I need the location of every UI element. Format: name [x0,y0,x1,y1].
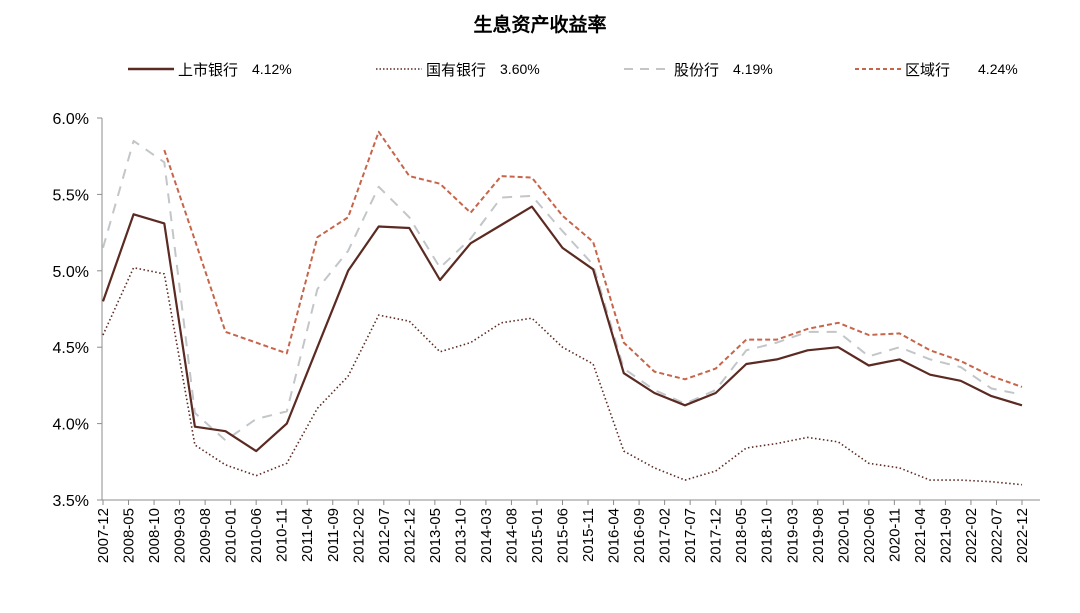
x-tick-label: 2014-03 [478,508,495,563]
y-tick-label: 6.0% [53,111,89,128]
short-dash-line-swatch-icon [855,68,901,70]
legend-item-joint-stock-banks: 股份行 4.19% [624,57,773,81]
legend-item-state-banks: 国有银行 3.60% [376,57,540,81]
x-tick-label: 2012-07 [376,508,393,563]
x-tick-label: 2009-08 [197,508,214,563]
legend-value: 4.19% [733,61,773,77]
state-banks-line [102,266,1023,486]
x-tick-label: 2020-01 [835,508,852,563]
legend-label: 股份行 [674,60,720,79]
x-tick-label: 2018-05 [733,508,750,563]
x-tick-label: 2021-09 [937,508,954,563]
listed-banks-line [101,205,1023,453]
x-tick-label: 2022-12 [1014,508,1031,563]
legend-label: 上市银行 [178,60,239,79]
x-tick-label: 2016-09 [631,508,648,563]
legend-value: 4.12% [252,61,292,77]
y-tick-label: 3.5% [53,493,89,510]
x-tick-label: 2016-04 [606,508,623,563]
x-tick-label: 2009-03 [172,508,189,563]
x-tick-label: 2008-05 [121,508,138,563]
x-tick-label: 2011-04 [299,508,316,562]
x-tick-label: 2015-11 [580,508,597,562]
x-tick-label: 2012-02 [350,508,367,563]
long-dash-line-swatch-icon [624,68,670,70]
x-tick-label: 2008-10 [146,508,163,563]
x-tick-label: 2010-01 [223,508,240,563]
x-tick-label: 2019-03 [784,508,801,563]
legend-item-regional-banks: 区域行 4.24% [855,57,1018,81]
y-tick-label: 5.5% [53,187,89,204]
x-tick-label: 2022-02 [963,508,980,563]
x-tick-label: 2017-12 [708,508,725,563]
x-tick-label: 2017-02 [657,508,674,563]
x-tick-label: 2020-06 [861,508,878,563]
legend-item-listed-banks: 上市银行 4.12% [128,57,292,81]
joint-stock-banks-line [102,139,1023,442]
x-tick-label: 2010-11 [274,508,291,562]
x-tick-label: 2017-07 [682,508,699,563]
y-tick-label: 5.0% [53,264,89,281]
y-tick-label: 4.0% [53,417,89,434]
legend-value: 3.60% [500,61,540,77]
x-tick-label: 2007-12 [95,508,112,563]
x-tick-label: 2011-09 [325,508,342,562]
x-tick-label: 2013-05 [427,508,444,563]
regional-banks-line [163,130,1023,388]
legend-label: 区域行 [905,60,951,79]
x-tick-label: 2012-12 [401,508,418,563]
x-tick-label: 2022-07 [988,508,1005,563]
x-tick-label: 2015-01 [529,508,546,563]
chart-title: 生息资产收益率 [473,14,607,36]
legend: 上市银行 4.12% 国有银行 3.60% 股份行 4.19% 区域行 4.24… [0,57,1080,81]
x-tick-label: 2010-06 [248,508,265,563]
x-tick-label: 2014-08 [503,508,520,563]
legend-label: 国有银行 [426,60,487,79]
x-tick-label: 2021-04 [912,508,929,563]
x-tick-label: 2018-10 [759,508,776,563]
x-tick-label: 2020-11 [886,508,903,562]
solid-line-swatch-icon [128,67,174,71]
legend-value: 4.24% [978,61,1018,77]
x-tick-label: 2015-06 [555,508,572,563]
dotted-line-swatch-icon [376,68,422,70]
x-tick-label: 2013-10 [452,508,469,563]
y-tick-label: 4.5% [53,340,89,357]
x-tick-label: 2019-08 [810,508,827,563]
